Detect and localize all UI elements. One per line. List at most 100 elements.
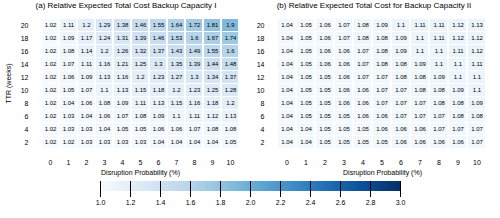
svg-text:1.06: 1.06 [338,100,350,106]
svg-text:1.1: 1.1 [435,61,444,67]
svg-text:1.35: 1.35 [171,61,183,67]
svg-text:1.16: 1.16 [189,100,201,106]
svg-text:1.12: 1.12 [471,48,483,54]
svg-text:1.12: 1.12 [452,35,464,41]
svg-text:1.3: 1.3 [190,74,199,80]
svg-text:1.09: 1.09 [471,100,483,106]
svg-text:2.4: 2.4 [306,199,316,206]
svg-text:1.09: 1.09 [376,22,388,28]
svg-text:1.08: 1.08 [135,113,147,119]
svg-text:1.13: 1.13 [117,87,129,93]
svg-text:9: 9 [211,159,215,166]
svg-text:1.14: 1.14 [81,48,93,54]
svg-text:1.07: 1.07 [433,126,445,132]
svg-text:1.07: 1.07 [189,126,201,132]
svg-text:1.04: 1.04 [171,139,183,145]
svg-text:1.12: 1.12 [471,35,483,41]
svg-text:1.11: 1.11 [471,61,483,67]
svg-text:1.1: 1.1 [172,113,181,119]
svg-text:1.05: 1.05 [117,126,129,132]
svg-text:1.04: 1.04 [281,35,293,41]
svg-text:1.12: 1.12 [452,22,464,28]
svg-text:1.06: 1.06 [376,113,388,119]
svg-text:1.46: 1.46 [135,22,147,28]
svg-text:1.02: 1.02 [45,61,57,67]
svg-text:1.07: 1.07 [376,100,388,106]
svg-text:1.03: 1.03 [63,126,75,132]
svg-text:1.11: 1.11 [433,35,445,41]
svg-text:1.09: 1.09 [81,74,93,80]
svg-text:1.72: 1.72 [189,22,201,28]
svg-text:1.64: 1.64 [171,22,183,28]
svg-text:6: 6 [25,113,29,120]
svg-text:1.18: 1.18 [207,100,219,106]
svg-text:1.06: 1.06 [319,35,331,41]
svg-text:1.09: 1.09 [395,48,407,54]
svg-text:1.55: 1.55 [153,22,165,28]
svg-text:1.44: 1.44 [207,61,219,67]
svg-text:1.09: 1.09 [117,100,129,106]
svg-text:1.07: 1.07 [471,126,483,132]
svg-text:1.04: 1.04 [300,126,312,132]
svg-text:1.06: 1.06 [81,100,93,106]
svg-text:1.05: 1.05 [225,139,237,145]
svg-text:1.06: 1.06 [395,126,407,132]
svg-text:1.04: 1.04 [207,139,219,145]
svg-text:1.11: 1.11 [452,48,464,54]
svg-text:1.23: 1.23 [153,74,165,80]
svg-text:1.04: 1.04 [281,74,293,80]
svg-text:1.08: 1.08 [376,35,388,41]
svg-text:20: 20 [21,22,29,29]
svg-text:1.05: 1.05 [300,74,312,80]
svg-text:1.15: 1.15 [171,100,183,106]
svg-text:Disruption Probability (%): Disruption Probability (%) [101,169,180,177]
svg-text:1.49: 1.49 [189,48,201,54]
svg-text:1.07: 1.07 [357,61,369,67]
svg-text:1.05: 1.05 [357,126,369,132]
svg-text:1.05: 1.05 [300,87,312,93]
svg-text:1.08: 1.08 [99,100,111,106]
svg-text:1.24: 1.24 [99,35,111,41]
svg-text:8: 8 [261,100,265,107]
svg-text:1.06: 1.06 [452,139,464,145]
svg-text:7: 7 [418,159,422,166]
svg-text:1.08: 1.08 [357,22,369,28]
svg-text:1.31: 1.31 [117,35,129,41]
svg-text:16: 16 [21,48,29,55]
svg-text:10: 10 [473,159,481,166]
svg-text:1.08: 1.08 [395,74,407,80]
svg-text:6: 6 [261,113,265,120]
svg-text:1.06: 1.06 [338,61,350,67]
svg-text:1.37: 1.37 [225,74,237,80]
svg-text:6: 6 [157,159,161,166]
svg-text:1.06: 1.06 [319,22,331,28]
svg-text:3: 3 [103,159,107,166]
svg-text:1.46: 1.46 [153,35,165,41]
svg-text:1.06: 1.06 [433,139,445,145]
svg-text:Disruption Probability (%): Disruption Probability (%) [343,169,422,177]
svg-text:1.39: 1.39 [189,61,201,67]
svg-text:1.07: 1.07 [63,61,75,67]
svg-text:1.08: 1.08 [414,87,426,93]
svg-text:1.32: 1.32 [135,48,147,54]
svg-text:1.07: 1.07 [414,100,426,106]
svg-text:1.03: 1.03 [117,139,129,145]
svg-text:1.1: 1.1 [416,35,425,41]
svg-text:4: 4 [261,126,265,133]
svg-text:1.67: 1.67 [207,35,219,41]
svg-text:1.07: 1.07 [433,113,445,119]
svg-text:1.03: 1.03 [135,139,147,145]
svg-text:1.07: 1.07 [376,87,388,93]
svg-text:1.04: 1.04 [281,48,293,54]
svg-text:1.05: 1.05 [338,113,350,119]
svg-text:1.2: 1.2 [100,48,109,54]
svg-text:1.43: 1.43 [171,48,183,54]
svg-text:1.21: 1.21 [117,61,129,67]
svg-text:1.06: 1.06 [171,126,183,132]
svg-text:5: 5 [380,159,384,166]
svg-text:1.06: 1.06 [63,74,75,80]
svg-text:8: 8 [437,159,441,166]
svg-text:1.04: 1.04 [281,126,293,132]
svg-text:1.2: 1.2 [172,87,181,93]
svg-text:2.8: 2.8 [366,199,376,206]
